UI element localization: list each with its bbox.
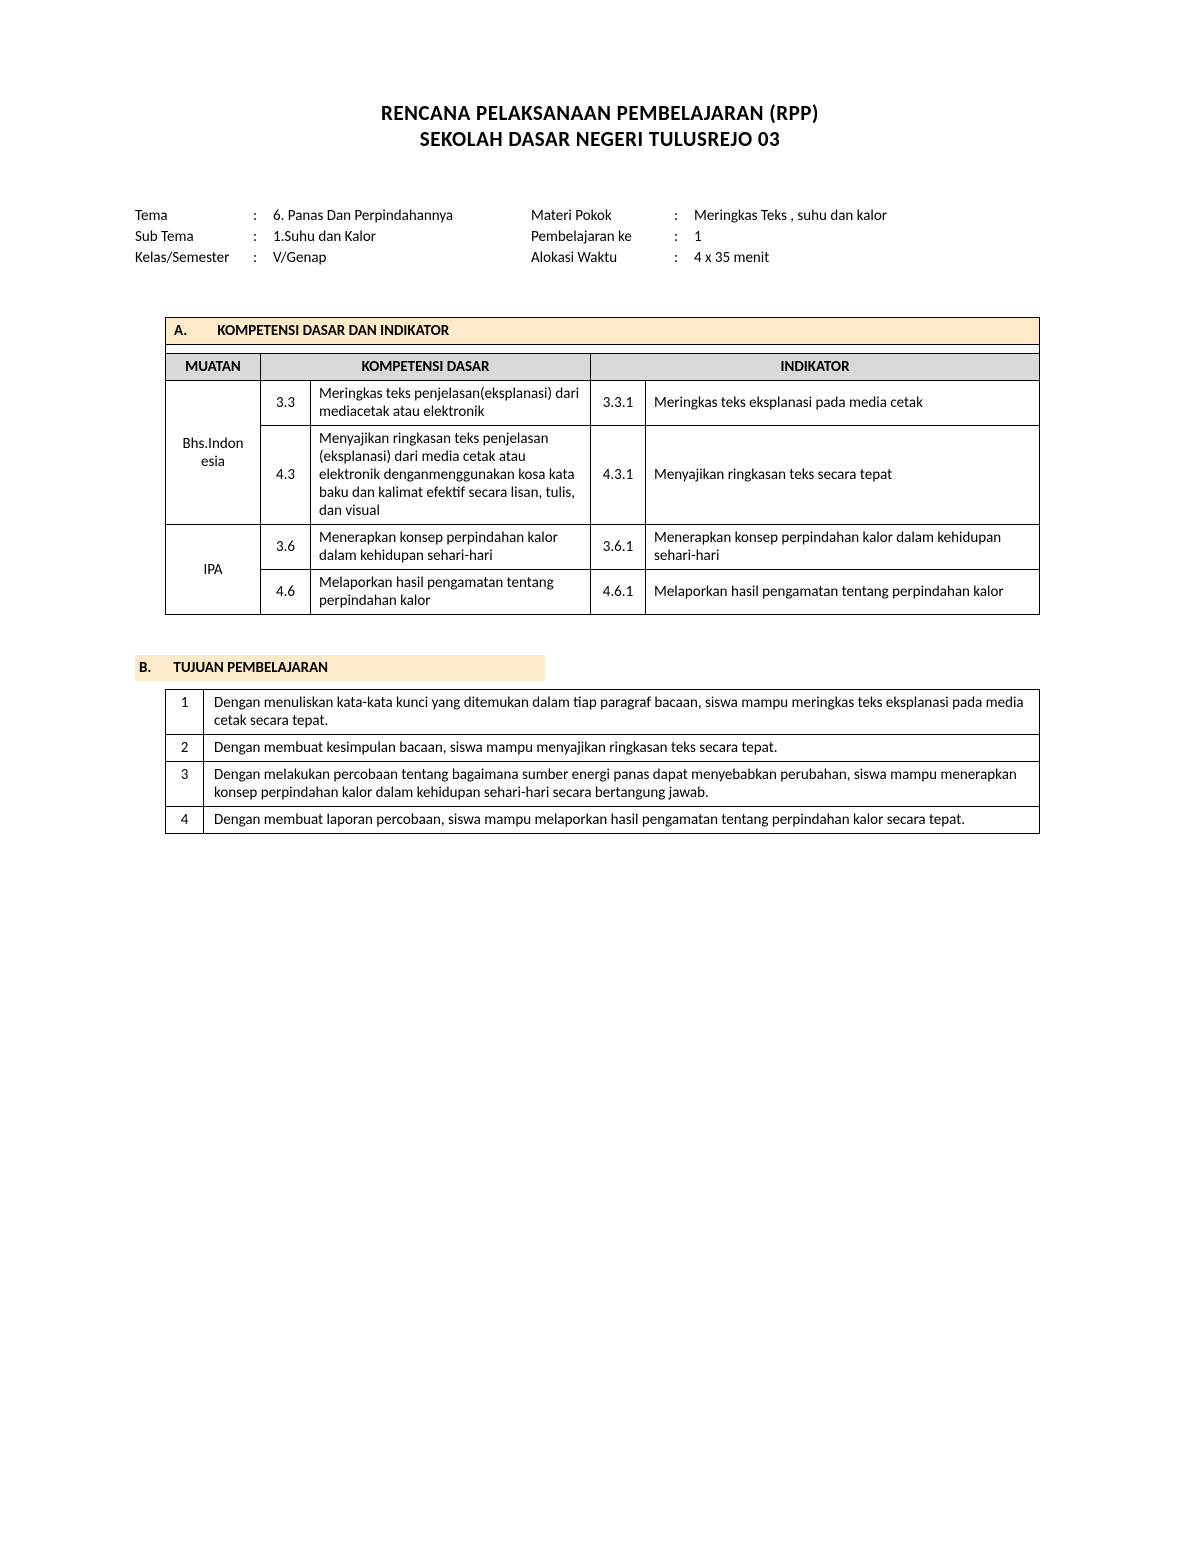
materi-value: Meringkas Teks , suhu dan kalor <box>694 207 1065 225</box>
section-b-header: B. TUJUAN PEMBELAJARAN <box>135 655 1065 681</box>
spacer <box>166 345 1040 354</box>
kd-text: Menerapkan konsep perpindahan kalor dala… <box>311 525 591 570</box>
muatan-cell: IPA <box>166 525 261 615</box>
kd-num: 3.3 <box>261 381 311 426</box>
tujuan-num: 1 <box>166 690 204 735</box>
table-row: 4.6 Melaporkan hasil pengamatan tentang … <box>166 570 1040 615</box>
col-indikator: INDIKATOR <box>591 354 1040 381</box>
document-title: RENCANA PELAKSANAAN PEMBELAJARAN (RPP) S… <box>135 100 1065 152</box>
ind-text: Menyajikan ringkasan teks secara tepat <box>646 426 1040 525</box>
kd-text: Melaporkan hasil pengamatan tentang perp… <box>311 570 591 615</box>
table-row: 4.3 Menyajikan ringkasan teks penjelasan… <box>166 426 1040 525</box>
colon: : <box>674 207 686 225</box>
ind-num: 3.6.1 <box>591 525 646 570</box>
section-a-header: A. KOMPETENSI DASAR DAN INDIKATOR <box>166 318 1040 345</box>
section-a-letter: A. <box>174 322 214 340</box>
ind-text: Meringkas teks eksplanasi pada media cet… <box>646 381 1040 426</box>
table-row: 3 Dengan melakukan percobaan tentang bag… <box>166 762 1040 807</box>
ind-num: 3.3.1 <box>591 381 646 426</box>
kd-text: Meringkas teks penjelasan(eksplanasi) da… <box>311 381 591 426</box>
tema-value: 6. Panas Dan Perpindahannya <box>273 207 523 225</box>
materi-label: Materi Pokok <box>531 207 666 225</box>
ind-num: 4.3.1 <box>591 426 646 525</box>
table-row: Bhs.Indonesia 3.3 Meringkas teks penjela… <box>166 381 1040 426</box>
ind-text: Melaporkan hasil pengamatan tentang perp… <box>646 570 1040 615</box>
tujuan-num: 4 <box>166 807 204 834</box>
table-row: 4 Dengan membuat laporan percobaan, sisw… <box>166 807 1040 834</box>
colon: : <box>674 228 686 246</box>
kd-text: Menyajikan ringkasan teks penjelasan (ek… <box>311 426 591 525</box>
section-a-title: KOMPETENSI DASAR DAN INDIKATOR <box>217 322 449 340</box>
title-line-1: RENCANA PELAKSANAAN PEMBELAJARAN (RPP) <box>135 100 1065 126</box>
subtema-value: 1.Suhu dan Kalor <box>273 228 523 246</box>
title-line-2: SEKOLAH DASAR NEGERI TULUSREJO 03 <box>135 126 1065 152</box>
tujuan-text: Dengan membuat kesimpulan bacaan, siswa … <box>204 735 1040 762</box>
kd-num: 4.6 <box>261 570 311 615</box>
muatan-cell: Bhs.Indonesia <box>166 381 261 525</box>
section-b-letter: B. <box>139 659 151 677</box>
colon: : <box>253 228 265 246</box>
colon: : <box>253 249 265 267</box>
kd-num: 4.3 <box>261 426 311 525</box>
ind-text: Menerapkan konsep perpindahan kalor dala… <box>646 525 1040 570</box>
col-kompetensi: KOMPETENSI DASAR <box>261 354 591 381</box>
colon: : <box>253 207 265 225</box>
kelas-value: V/Genap <box>273 249 523 267</box>
alokasi-value: 4 x 35 menit <box>694 249 1065 267</box>
table-row: IPA 3.6 Menerapkan konsep perpindahan ka… <box>166 525 1040 570</box>
metadata-block: Tema : 6. Panas Dan Perpindahannya Mater… <box>135 207 1065 267</box>
pembelajaran-label: Pembelajaran ke <box>531 228 666 246</box>
section-b-title: TUJUAN PEMBELAJARAN <box>173 659 328 677</box>
kompetensi-table: A. KOMPETENSI DASAR DAN INDIKATOR MUATAN… <box>165 317 1040 615</box>
tujuan-num: 2 <box>166 735 204 762</box>
kelas-label: Kelas/Semester <box>135 249 245 267</box>
tujuan-text: Dengan membuat laporan percobaan, siswa … <box>204 807 1040 834</box>
pembelajaran-value: 1 <box>694 228 1065 246</box>
subtema-label: Sub Tema <box>135 228 245 246</box>
table-row: 1 Dengan menuliskan kata-kata kunci yang… <box>166 690 1040 735</box>
table-row: 2 Dengan membuat kesimpulan bacaan, sisw… <box>166 735 1040 762</box>
col-muatan: MUATAN <box>166 354 261 381</box>
ind-num: 4.6.1 <box>591 570 646 615</box>
tujuan-table: 1 Dengan menuliskan kata-kata kunci yang… <box>165 689 1040 834</box>
tujuan-text: Dengan menuliskan kata-kata kunci yang d… <box>204 690 1040 735</box>
alokasi-label: Alokasi Waktu <box>531 249 666 267</box>
kd-num: 3.6 <box>261 525 311 570</box>
tujuan-text: Dengan melakukan percobaan tentang bagai… <box>204 762 1040 807</box>
colon: : <box>674 249 686 267</box>
tema-label: Tema <box>135 207 245 225</box>
tujuan-num: 3 <box>166 762 204 807</box>
